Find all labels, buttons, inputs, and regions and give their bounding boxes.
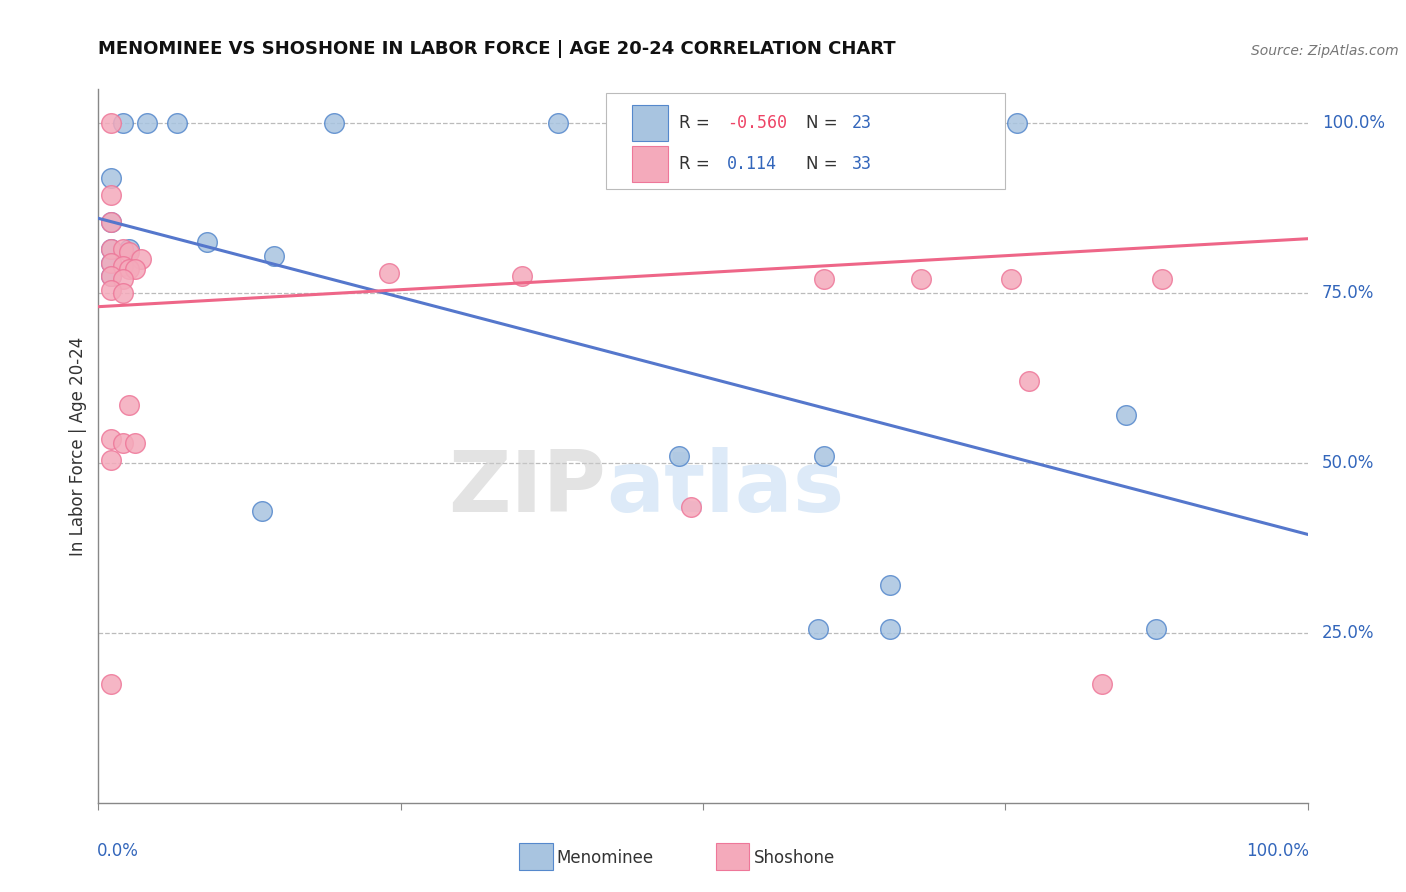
- Point: [118, 245, 141, 260]
- Point: [1018, 375, 1040, 389]
- Point: [1115, 409, 1137, 423]
- Point: [100, 242, 122, 256]
- Point: [100, 242, 122, 256]
- Text: 100.0%: 100.0%: [1322, 114, 1385, 132]
- Text: N =: N =: [806, 155, 842, 173]
- Point: [124, 262, 146, 277]
- Point: [377, 266, 399, 280]
- FancyBboxPatch shape: [631, 146, 668, 182]
- Point: [111, 272, 134, 286]
- Point: [910, 272, 932, 286]
- Point: [195, 235, 218, 249]
- Point: [111, 242, 134, 256]
- Text: ZIP: ZIP: [449, 447, 606, 531]
- Point: [124, 435, 146, 450]
- Text: 100.0%: 100.0%: [1246, 842, 1309, 860]
- Text: 25.0%: 25.0%: [1322, 624, 1375, 642]
- Point: [1007, 116, 1029, 130]
- Point: [100, 677, 122, 691]
- Text: 50.0%: 50.0%: [1322, 454, 1375, 472]
- Point: [118, 398, 141, 412]
- Point: [100, 187, 122, 202]
- Point: [100, 269, 122, 284]
- Point: [813, 272, 835, 286]
- Text: 23: 23: [852, 114, 872, 132]
- Text: Menominee: Menominee: [557, 849, 654, 867]
- Point: [111, 286, 134, 301]
- Text: MENOMINEE VS SHOSHONE IN LABOR FORCE | AGE 20-24 CORRELATION CHART: MENOMINEE VS SHOSHONE IN LABOR FORCE | A…: [98, 40, 896, 58]
- Point: [879, 623, 901, 637]
- Point: [547, 116, 569, 130]
- Text: 0.0%: 0.0%: [97, 842, 139, 860]
- Text: 33: 33: [852, 155, 872, 173]
- Point: [250, 503, 273, 517]
- Point: [1144, 623, 1167, 637]
- FancyBboxPatch shape: [631, 105, 668, 141]
- Point: [118, 262, 141, 277]
- Point: [100, 283, 122, 297]
- Text: Shoshone: Shoshone: [754, 849, 835, 867]
- Point: [1152, 272, 1174, 286]
- Point: [129, 252, 152, 266]
- Text: Source: ZipAtlas.com: Source: ZipAtlas.com: [1251, 44, 1399, 58]
- Text: 0.114: 0.114: [727, 155, 778, 173]
- Text: R =: R =: [679, 155, 720, 173]
- Point: [813, 449, 835, 463]
- Point: [100, 215, 122, 229]
- Point: [111, 259, 134, 273]
- Y-axis label: In Labor Force | Age 20-24: In Labor Force | Age 20-24: [69, 336, 87, 556]
- Text: N =: N =: [806, 114, 842, 132]
- FancyBboxPatch shape: [606, 93, 1005, 189]
- Point: [716, 116, 738, 130]
- Text: R =: R =: [679, 114, 714, 132]
- Point: [100, 116, 122, 130]
- Point: [807, 623, 830, 637]
- Point: [1000, 272, 1022, 286]
- Point: [510, 269, 533, 284]
- Point: [668, 449, 690, 463]
- Point: [679, 500, 702, 515]
- Point: [166, 116, 188, 130]
- Point: [100, 432, 122, 446]
- Point: [111, 435, 134, 450]
- Point: [323, 116, 346, 130]
- Point: [135, 116, 157, 130]
- Point: [1091, 677, 1114, 691]
- Text: 75.0%: 75.0%: [1322, 284, 1375, 302]
- Text: -0.560: -0.560: [727, 114, 787, 132]
- Point: [100, 215, 122, 229]
- Point: [879, 578, 901, 592]
- Point: [263, 249, 285, 263]
- Point: [100, 269, 122, 284]
- Point: [100, 255, 122, 269]
- Text: atlas: atlas: [606, 447, 845, 531]
- Point: [118, 242, 141, 256]
- Point: [111, 116, 134, 130]
- Point: [100, 255, 122, 269]
- Point: [100, 170, 122, 185]
- Point: [100, 452, 122, 467]
